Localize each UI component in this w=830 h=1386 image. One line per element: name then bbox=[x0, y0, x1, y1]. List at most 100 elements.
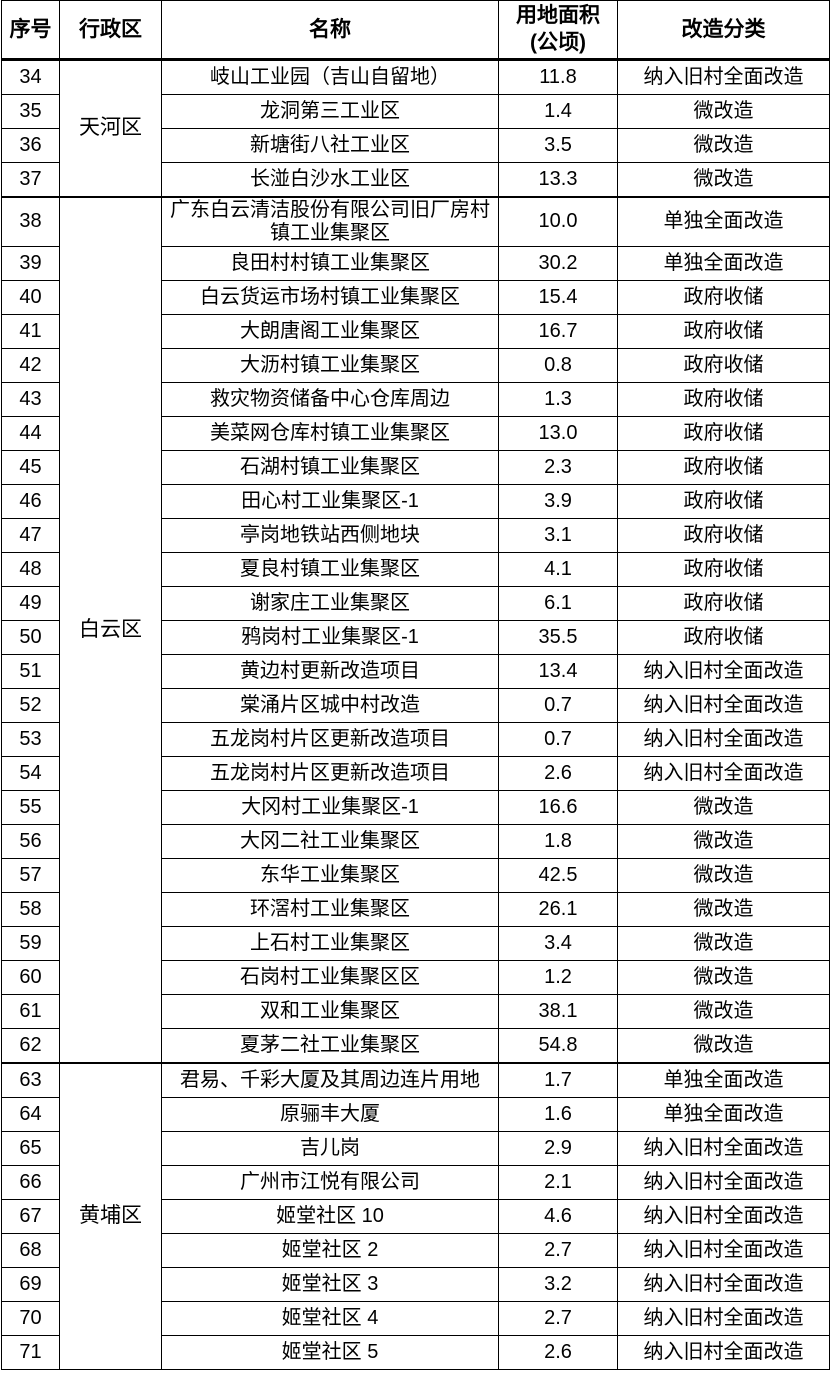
category-cell: 纳入旧村全面改造 bbox=[617, 58, 830, 95]
name-cell: 双和工业集聚区 bbox=[161, 993, 499, 1029]
name-cell: 姬堂社区 10 bbox=[161, 1198, 499, 1234]
name-cell: 救灾物资储备中心仓库周边 bbox=[161, 381, 499, 417]
category-cell: 纳入旧村全面改造 bbox=[617, 721, 830, 757]
table-row: 63 黄埔区 君易、千彩大厦及其周边连片用地 1.7 单独全面改造 bbox=[1, 1061, 830, 1370]
name-cell: 岐山工业园（吉山自留地） bbox=[161, 58, 499, 95]
name-cell: 亭岗地铁站西侧地块 bbox=[161, 517, 499, 553]
table-row: 64 原骊丰大厦 1.6 单独全面改造 bbox=[1, 1096, 830, 1132]
seq-cell: 66 bbox=[1, 1164, 60, 1200]
seq-cell: 59 bbox=[1, 925, 60, 961]
area-cell: 4.6 bbox=[498, 1198, 618, 1234]
area-cell: 2.1 bbox=[498, 1164, 618, 1200]
category-cell: 纳入旧村全面改造 bbox=[617, 755, 830, 791]
table-row: 35 龙洞第三工业区 1.4 微改造 bbox=[1, 93, 830, 129]
area-cell: 13.3 bbox=[498, 161, 618, 198]
area-cell: 1.4 bbox=[498, 93, 618, 129]
seq-cell: 71 bbox=[1, 1334, 60, 1370]
name-cell: 东华工业集聚区 bbox=[161, 857, 499, 893]
table-body: 34 天河区 岐山工业园（吉山自留地） 11.8 纳入旧村全面改造 35 龙洞第三工业区 1.… bbox=[1, 58, 830, 1370]
seq-cell: 38 bbox=[1, 195, 60, 247]
header-category: 改造分类 bbox=[617, 0, 830, 61]
name-cell: 田心村工业集聚区-1 bbox=[161, 483, 499, 519]
area-cell: 2.6 bbox=[498, 755, 618, 791]
category-cell: 政府收储 bbox=[617, 585, 830, 621]
name-cell: 上石村工业集聚区 bbox=[161, 925, 499, 961]
category-cell: 单独全面改造 bbox=[617, 1096, 830, 1132]
area-cell: 16.7 bbox=[498, 313, 618, 349]
area-cell: 2.7 bbox=[498, 1232, 618, 1268]
category-cell: 微改造 bbox=[617, 857, 830, 893]
name-cell: 石岗村工业集聚区区 bbox=[161, 959, 499, 995]
header-name: 名称 bbox=[161, 0, 499, 61]
name-cell: 吉儿岗 bbox=[161, 1130, 499, 1166]
table-row: 62 夏茅二社工业集聚区 54.8 微改造 bbox=[1, 1027, 830, 1064]
category-cell: 纳入旧村全面改造 bbox=[617, 1164, 830, 1200]
area-cell: 0.7 bbox=[498, 721, 618, 757]
seq-cell: 49 bbox=[1, 585, 60, 621]
table-row: 34 天河区 岐山工业园（吉山自留地） 11.8 纳入旧村全面改造 bbox=[1, 58, 830, 198]
name-cell: 姬堂社区 5 bbox=[161, 1334, 499, 1370]
area-cell: 3.5 bbox=[498, 127, 618, 163]
category-cell: 单独全面改造 bbox=[617, 195, 830, 247]
seq-cell: 65 bbox=[1, 1130, 60, 1166]
table-row: 70 姬堂社区 4 2.7 纳入旧村全面改造 bbox=[1, 1300, 830, 1336]
table-row: 54 五龙岗村片区更新改造项目 2.6 纳入旧村全面改造 bbox=[1, 755, 830, 791]
category-cell: 微改造 bbox=[617, 959, 830, 995]
category-cell: 微改造 bbox=[617, 127, 830, 163]
seq-cell: 48 bbox=[1, 551, 60, 587]
seq-cell: 55 bbox=[1, 789, 60, 825]
area-cell: 2.7 bbox=[498, 1300, 618, 1336]
seq-cell: 56 bbox=[1, 823, 60, 859]
seq-cell: 37 bbox=[1, 161, 60, 198]
seq-cell: 40 bbox=[1, 279, 60, 315]
area-cell: 3.2 bbox=[498, 1266, 618, 1302]
district-cell: 黄埔区 bbox=[59, 1061, 162, 1370]
seq-cell: 68 bbox=[1, 1232, 60, 1268]
name-cell: 棠涌片区城中村改造 bbox=[161, 687, 499, 723]
category-cell: 纳入旧村全面改造 bbox=[617, 1130, 830, 1166]
seq-cell: 41 bbox=[1, 313, 60, 349]
category-cell: 政府收储 bbox=[617, 381, 830, 417]
area-cell: 38.1 bbox=[498, 993, 618, 1029]
header-row: 序号 行政区 名称 用地面积 (公顷) 改造分类 bbox=[1, 0, 830, 61]
name-cell: 环滘村工业集聚区 bbox=[161, 891, 499, 927]
name-cell: 大冈二社工业集聚区 bbox=[161, 823, 499, 859]
seq-cell: 57 bbox=[1, 857, 60, 893]
category-cell: 政府收储 bbox=[617, 619, 830, 655]
area-cell: 11.8 bbox=[498, 58, 618, 95]
table-row: 38 白云区 广东白云清洁股份有限公司旧厂房村镇工业集聚区 10.0 单独全面改造 bbox=[1, 195, 830, 1064]
seq-cell: 58 bbox=[1, 891, 60, 927]
header-district: 行政区 bbox=[59, 0, 162, 61]
category-cell: 纳入旧村全面改造 bbox=[617, 1232, 830, 1268]
table-row: 56 大冈二社工业集聚区 1.8 微改造 bbox=[1, 823, 830, 859]
seq-cell: 45 bbox=[1, 449, 60, 485]
seq-cell: 62 bbox=[1, 1027, 60, 1064]
table-row: 42 大沥村镇工业集聚区 0.8 政府收储 bbox=[1, 347, 830, 383]
table-header: 序号 行政区 名称 用地面积 (公顷) 改造分类 bbox=[1, 0, 830, 61]
area-cell: 2.6 bbox=[498, 1334, 618, 1370]
category-cell: 单独全面改造 bbox=[617, 1061, 830, 1098]
name-cell: 龙洞第三工业区 bbox=[161, 93, 499, 129]
name-cell: 五龙岗村片区更新改造项目 bbox=[161, 755, 499, 791]
header-area: 用地面积 (公顷) bbox=[498, 0, 618, 61]
category-cell: 政府收储 bbox=[617, 517, 830, 553]
area-cell: 3.4 bbox=[498, 925, 618, 961]
seq-cell: 52 bbox=[1, 687, 60, 723]
name-cell: 夏茅二社工业集聚区 bbox=[161, 1027, 499, 1064]
seq-cell: 53 bbox=[1, 721, 60, 757]
table-row: 57 东华工业集聚区 42.5 微改造 bbox=[1, 857, 830, 893]
table-row: 39 良田村村镇工业集聚区 30.2 单独全面改造 bbox=[1, 245, 830, 281]
table-row: 55 大冈村工业集聚区-1 16.6 微改造 bbox=[1, 789, 830, 825]
table-row: 37 长湴白沙水工业区 13.3 微改造 bbox=[1, 161, 830, 198]
area-cell: 30.2 bbox=[498, 245, 618, 281]
name-cell: 大冈村工业集聚区-1 bbox=[161, 789, 499, 825]
seq-cell: 70 bbox=[1, 1300, 60, 1336]
name-cell: 原骊丰大厦 bbox=[161, 1096, 499, 1132]
area-cell: 16.6 bbox=[498, 789, 618, 825]
category-cell: 纳入旧村全面改造 bbox=[617, 653, 830, 689]
seq-cell: 35 bbox=[1, 93, 60, 129]
name-cell: 姬堂社区 4 bbox=[161, 1300, 499, 1336]
header-seq: 序号 bbox=[1, 0, 60, 61]
